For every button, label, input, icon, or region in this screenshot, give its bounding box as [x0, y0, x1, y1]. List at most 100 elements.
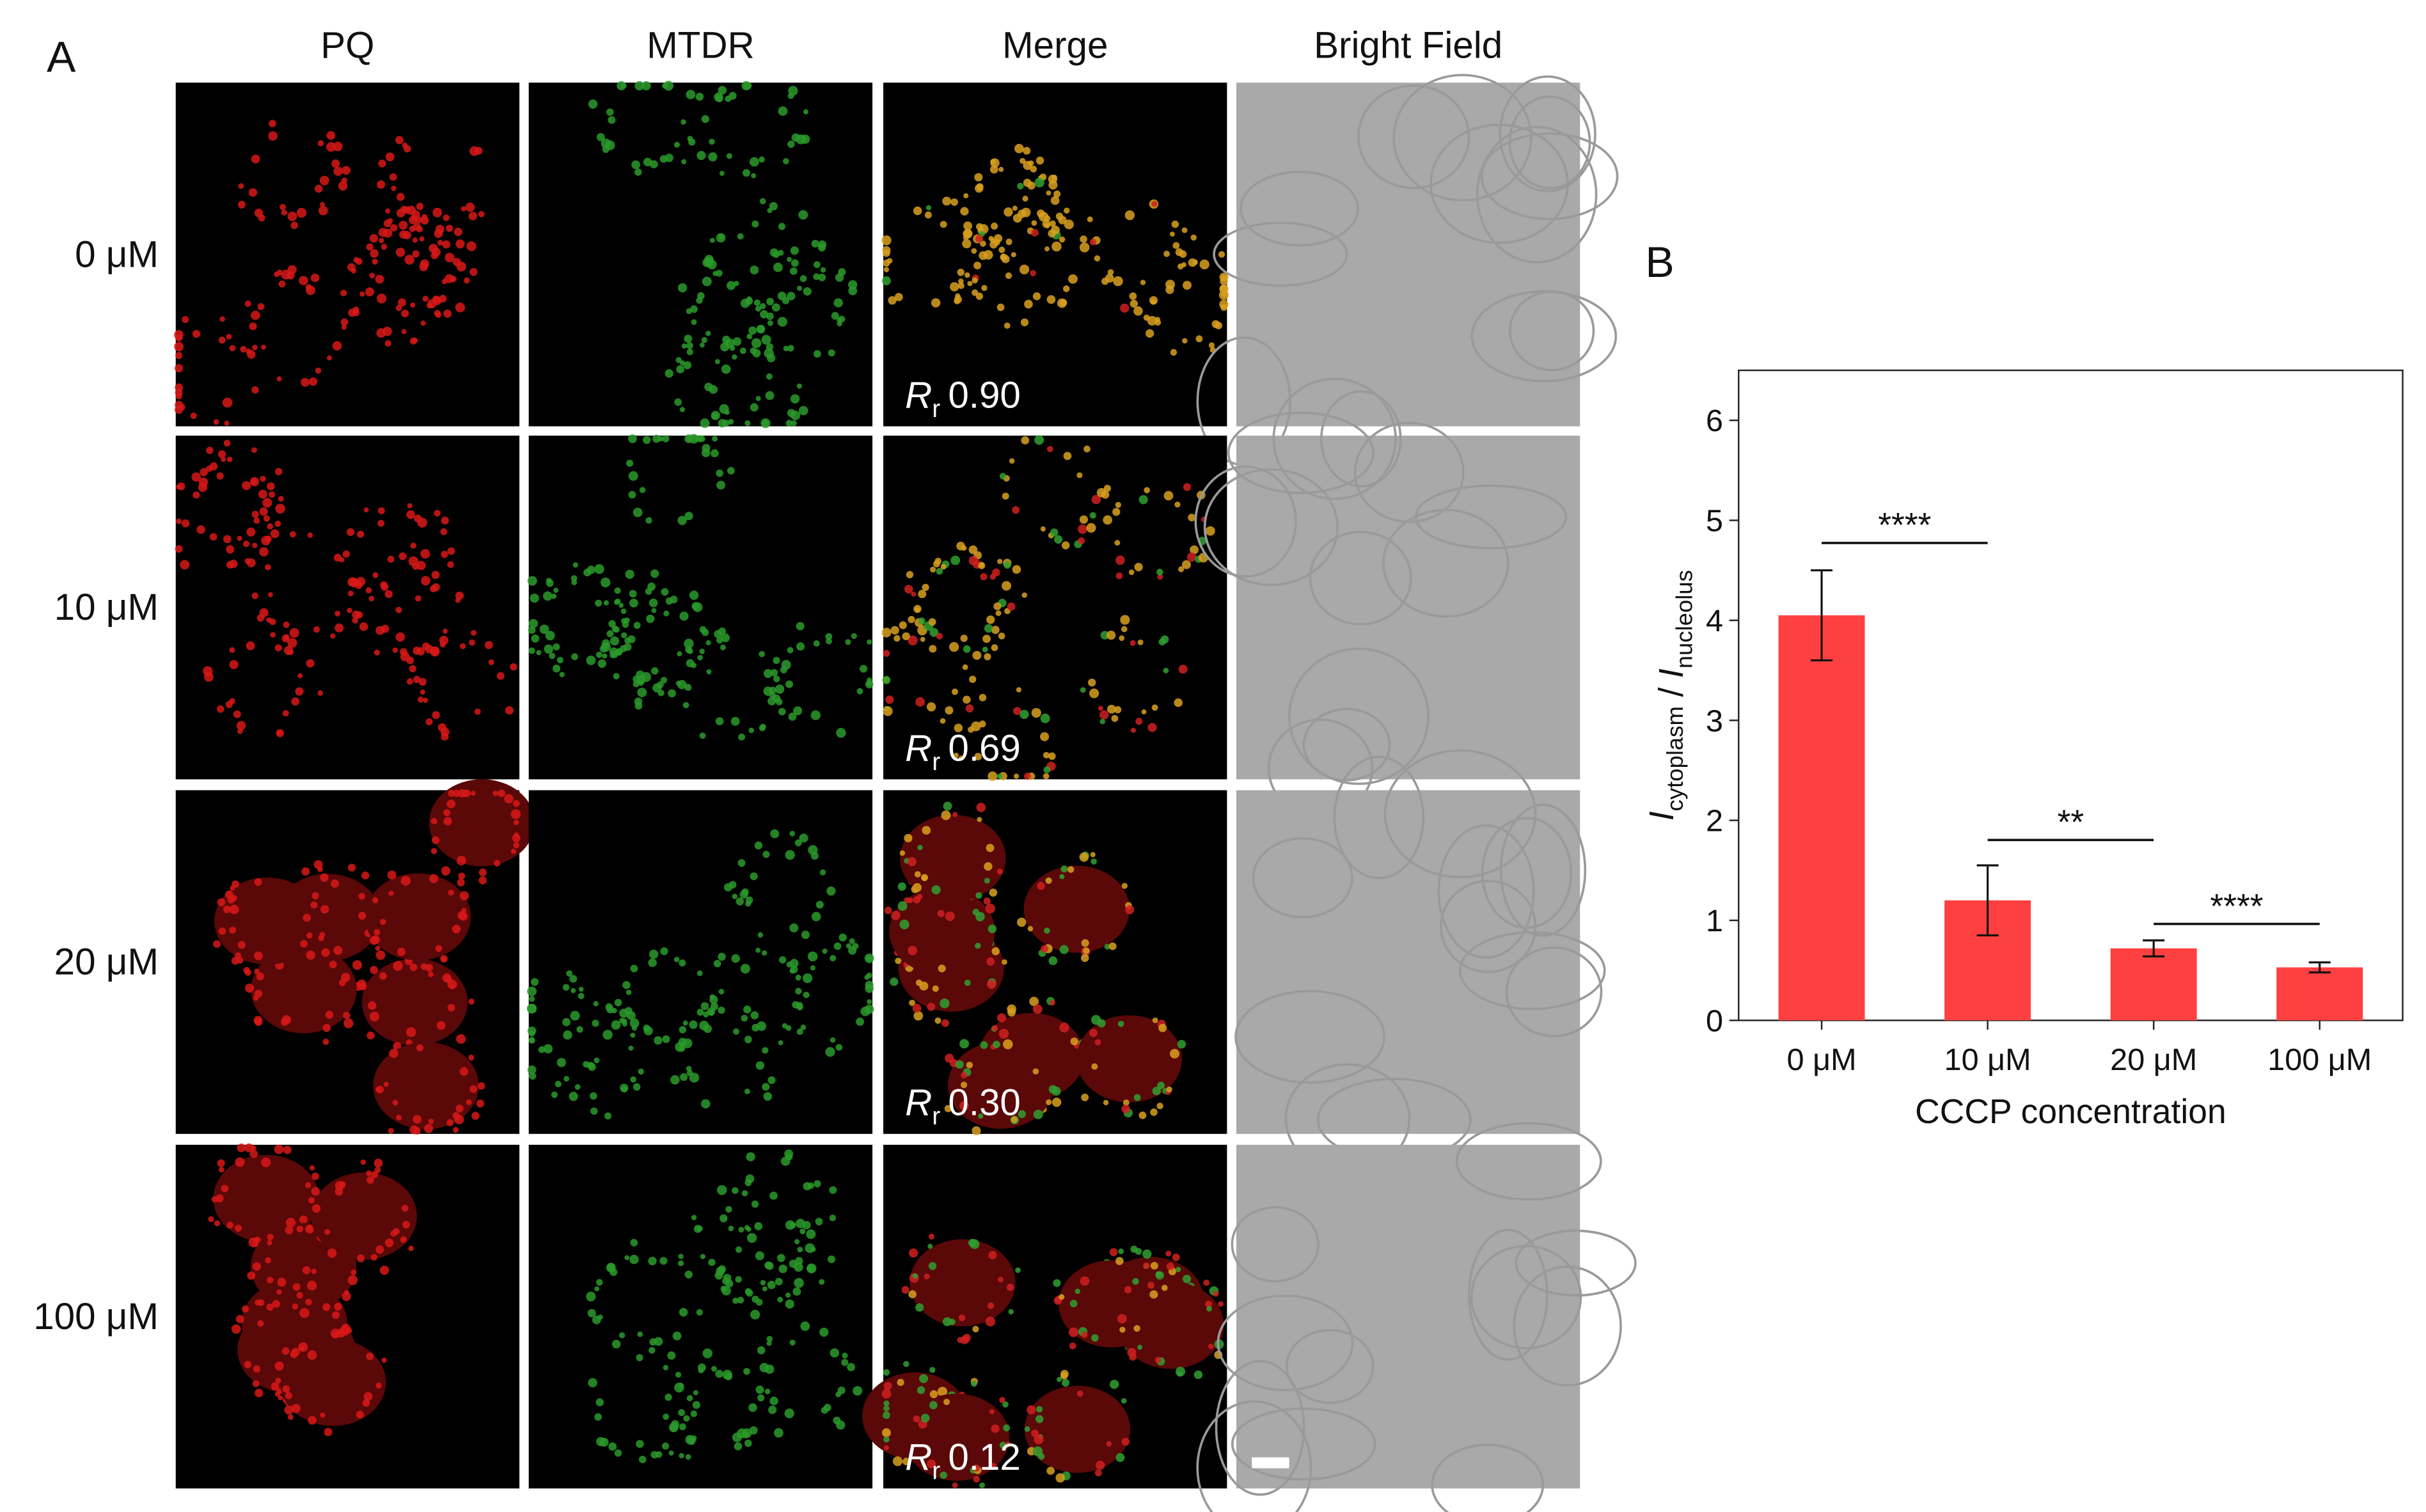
organelle: [661, 588, 669, 596]
organelle: [384, 340, 391, 347]
cell-outline: [1499, 803, 1587, 937]
organelle: [810, 710, 821, 720]
organelle: [434, 510, 441, 517]
organelle: [927, 1459, 936, 1469]
organelle: [253, 1016, 263, 1025]
organelle: [246, 348, 252, 354]
cell-outline: [1231, 1407, 1376, 1481]
organelle: [737, 859, 746, 867]
organelle: [1218, 1301, 1224, 1307]
organelle: [551, 1091, 558, 1098]
organelle: [802, 973, 813, 984]
organelle: [1034, 177, 1044, 188]
organelle: [441, 956, 447, 963]
organelle: [737, 233, 744, 240]
micrograph: [881, 83, 1229, 427]
organelle: [510, 663, 517, 671]
organelle: [836, 728, 846, 738]
organelle: [263, 515, 271, 522]
organelle: [1174, 501, 1181, 508]
organelle: [685, 646, 693, 654]
organelle: [1021, 436, 1030, 445]
organelle: [1147, 723, 1157, 732]
organelle: [1079, 242, 1090, 253]
organelle: [1042, 219, 1051, 228]
organelle: [1156, 569, 1163, 576]
organelle: [959, 1039, 969, 1049]
organelle: [301, 377, 310, 387]
organelle: [610, 650, 618, 659]
organelle: [1172, 242, 1180, 249]
cell-outline: [1231, 1206, 1319, 1282]
organelle: [274, 1391, 281, 1397]
organelle: [924, 211, 932, 219]
organelle: [322, 1303, 331, 1311]
organelle: [1213, 1291, 1219, 1297]
organelle: [402, 1220, 410, 1229]
organelle: [773, 675, 780, 682]
organelle: [929, 645, 937, 653]
organelle: [720, 1214, 728, 1223]
organelle: [815, 1217, 823, 1225]
organelle: [936, 567, 943, 575]
organelle: [177, 482, 185, 491]
organelle: [370, 1254, 378, 1261]
organelle: [360, 1159, 366, 1165]
organelle: [1115, 555, 1125, 565]
organelle: [1150, 1261, 1158, 1270]
organelle: [796, 383, 802, 389]
organelle: [1121, 1105, 1130, 1114]
organelle: [965, 704, 974, 713]
organelle: [257, 303, 265, 310]
organelle: [686, 90, 696, 100]
organelle: [318, 935, 324, 941]
organelle: [633, 507, 643, 517]
organelle: [743, 1005, 752, 1014]
organelle: [1203, 1279, 1210, 1286]
organelle: [274, 520, 281, 527]
organelle: [989, 888, 998, 897]
organelle: [366, 1176, 374, 1184]
organelle: [299, 1308, 310, 1318]
organelle: [351, 1269, 357, 1275]
organelle: [904, 833, 913, 842]
organelle: [836, 1420, 846, 1430]
organelle: [659, 155, 668, 163]
organelle: [852, 943, 859, 950]
organelle: [1043, 773, 1050, 780]
column-header: MTDR: [647, 24, 755, 66]
organelle: [417, 697, 424, 703]
x-tick-label: 100 μM: [2267, 1043, 2372, 1077]
organelle: [883, 1369, 890, 1376]
organelle: [962, 239, 972, 249]
organelle: [986, 844, 995, 853]
organelle: [359, 291, 365, 297]
organelle: [663, 610, 670, 617]
organelle: [1036, 1406, 1043, 1413]
organelle: [997, 1013, 1007, 1023]
organelle: [1177, 263, 1184, 270]
organelle: [1151, 704, 1158, 711]
organelle: [1041, 945, 1049, 953]
cell-outline: [1203, 468, 1339, 587]
organelle: [928, 1262, 937, 1270]
organelle: [648, 1346, 656, 1354]
organelle: [986, 979, 996, 989]
organelle: [1003, 561, 1011, 569]
organelle: [973, 262, 982, 270]
organelle: [790, 1222, 796, 1229]
organelle: [252, 542, 258, 549]
cell-outline: [1288, 647, 1430, 785]
organelle: [274, 1144, 284, 1154]
organelle: [998, 633, 1005, 640]
organelle: [962, 664, 968, 670]
organelle: [528, 1030, 535, 1037]
organelle: [1053, 535, 1063, 544]
organelle: [979, 251, 988, 260]
organelle: [712, 436, 718, 442]
organelle: [1040, 526, 1046, 532]
organelle: [311, 892, 319, 900]
organelle: [1007, 1008, 1016, 1017]
organelle: [769, 201, 778, 211]
